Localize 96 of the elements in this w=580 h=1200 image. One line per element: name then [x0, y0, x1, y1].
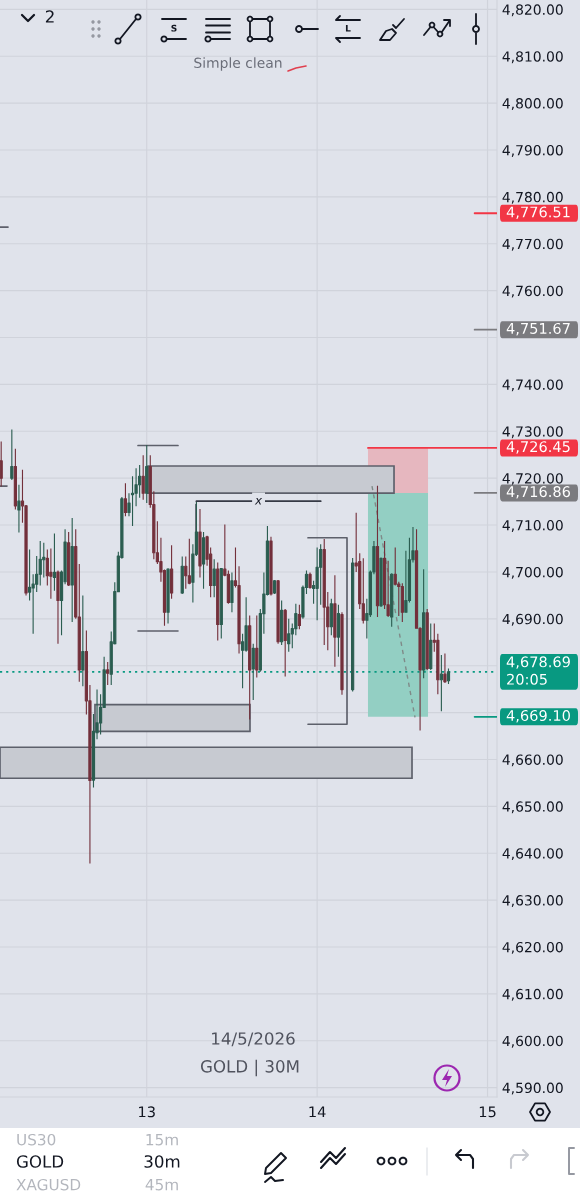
candlestick — [106, 661, 110, 686]
candlestick — [315, 547, 319, 621]
candlestick — [361, 557, 365, 625]
candlestick — [17, 484, 21, 534]
text: US30 — [17, 1133, 56, 1146]
candlestick — [280, 599, 284, 646]
annotation: S — [171, 24, 177, 32]
candlestick — [287, 618, 291, 653]
candlestick — [219, 567, 223, 640]
candlestick — [198, 508, 202, 579]
candlestick — [297, 604, 302, 630]
text: 15m — [146, 1134, 178, 1146]
y-tick-label: 4,640.00 — [502, 848, 563, 861]
ref-line-label: 4,669.10 — [506, 710, 570, 723]
y-tick-label: 4,730.00 — [502, 426, 563, 439]
candlestick — [333, 574, 337, 668]
y-tick-label: 4,650.00 — [502, 801, 563, 814]
y-tick-label: 4,610.00 — [502, 988, 563, 1001]
candlestick — [390, 572, 394, 628]
y-tick-label: 4,770.00 — [502, 238, 563, 251]
y-tick-label: 4,710.00 — [502, 520, 563, 532]
candlestick — [425, 608, 429, 671]
candlestick — [446, 667, 451, 685]
candlestick — [276, 579, 280, 645]
annotation: x — [254, 497, 263, 505]
candlestick — [166, 567, 170, 625]
candlestick — [56, 569, 60, 645]
candlestick — [308, 571, 312, 590]
candlestick — [336, 604, 341, 658]
x-tick-label: 15 — [479, 1106, 496, 1118]
candlestick — [216, 562, 220, 641]
y-tick-label: 4,630.00 — [502, 895, 563, 907]
candlestick — [180, 555, 184, 595]
candlestick — [248, 614, 252, 721]
candlestick — [212, 558, 216, 598]
ref-line-label: 4,776.51 — [506, 206, 570, 219]
candlestick — [269, 536, 273, 596]
candlestick — [10, 428, 14, 481]
candlestick — [400, 582, 404, 623]
text: XAGUSD — [16, 1178, 81, 1191]
candlestick — [201, 531, 206, 590]
candlestick — [429, 622, 433, 671]
annotation: Simple clean — [194, 57, 282, 71]
candlestick — [379, 556, 383, 608]
candlestick — [439, 654, 444, 712]
candlestick — [52, 532, 57, 592]
ref-line-label: 4,716.86 — [506, 486, 571, 499]
y-tick-label: 4,690.00 — [502, 613, 563, 626]
y-tick-label: 4,600.00 — [502, 1035, 563, 1048]
y-tick-label: 4,760.00 — [502, 285, 563, 298]
candlestick — [0, 441, 3, 488]
x-tick-label: 14 — [309, 1106, 326, 1118]
ref-line-label: 4,751.67 — [506, 322, 570, 336]
candlestick — [443, 652, 447, 684]
ref-line-label: 4,678.69 20:05 — [506, 656, 570, 685]
candlestick — [255, 614, 259, 678]
candlestick — [13, 448, 18, 511]
text: 30m — [144, 1155, 180, 1168]
text: 45m — [145, 1179, 178, 1191]
annotation: GOLD | 30M — [200, 1059, 299, 1077]
candlestick — [283, 608, 287, 678]
candlestick — [230, 571, 234, 613]
annotation: 14/5/2026 — [212, 1032, 295, 1047]
candlestick — [375, 485, 380, 618]
text: GOLD — [16, 1155, 64, 1168]
candlestick — [322, 538, 326, 646]
y-tick-label: 4,810.00 — [502, 51, 563, 64]
candlestick — [187, 538, 191, 585]
candlestick — [141, 454, 145, 501]
ref-line-label: 4,726.45 — [506, 441, 570, 454]
y-tick-label: 4,660.00 — [502, 754, 563, 767]
x-tick-label: 13 — [139, 1106, 155, 1118]
y-tick-label: 4,820.00 — [502, 4, 563, 17]
y-tick-label: 4,620.00 — [502, 941, 563, 954]
candlestick — [329, 598, 333, 636]
candlestick — [422, 568, 426, 679]
y-tick-label: 4,720.00 — [502, 473, 563, 486]
y-tick-label: 4,800.00 — [502, 98, 563, 111]
candlestick — [340, 611, 344, 696]
candlestick — [145, 444, 149, 504]
y-tick-label: 4,590.00 — [502, 1082, 563, 1095]
candlestick — [272, 579, 277, 595]
y-tick-label: 4,700.00 — [502, 566, 563, 579]
candlestick — [67, 531, 71, 587]
candlestick — [251, 643, 255, 701]
candlestick — [49, 547, 53, 600]
candlestick — [351, 557, 355, 693]
y-tick-label: 4,790.00 — [502, 144, 563, 157]
annotation: L — [345, 24, 351, 32]
candlestick — [169, 544, 174, 600]
candlestick — [81, 594, 85, 687]
candlestick — [70, 517, 74, 623]
annotation: 2 — [45, 10, 54, 23]
y-tick-label: 4,740.00 — [502, 379, 563, 392]
y-tick-label: 4,780.00 — [502, 191, 563, 204]
candlestick — [123, 482, 128, 517]
